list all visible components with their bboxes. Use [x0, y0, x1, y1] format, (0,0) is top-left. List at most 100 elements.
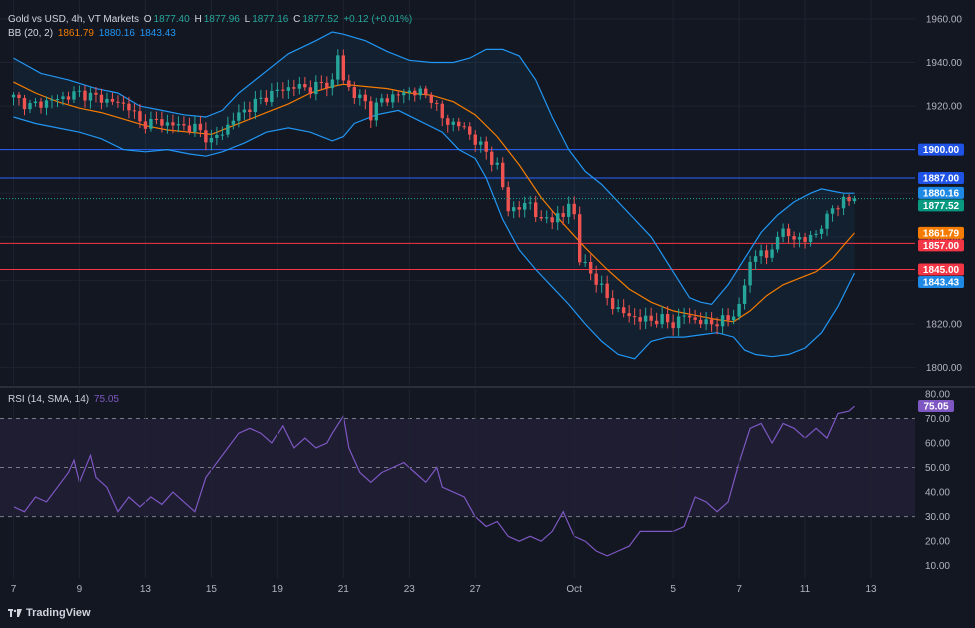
candle[interactable]: [588, 254, 593, 281]
candle[interactable]: [55, 94, 60, 108]
candle[interactable]: [490, 146, 494, 172]
candle[interactable]: [781, 223, 785, 243]
candle[interactable]: [616, 299, 620, 313]
candle[interactable]: [110, 92, 115, 105]
candle[interactable]: [391, 90, 395, 109]
candle[interactable]: [643, 307, 648, 329]
candle[interactable]: [561, 205, 565, 225]
candle[interactable]: [808, 230, 813, 247]
candle[interactable]: [330, 73, 335, 96]
candle[interactable]: [610, 290, 615, 315]
candle[interactable]: [352, 81, 357, 105]
candlesticks[interactable]: [11, 49, 857, 337]
candle[interactable]: [83, 85, 87, 108]
candle[interactable]: [775, 231, 780, 253]
candle[interactable]: [726, 308, 730, 327]
candle[interactable]: [374, 97, 379, 127]
candle[interactable]: [731, 309, 736, 325]
horizontal-levels[interactable]: [0, 149, 915, 271]
candle[interactable]: [792, 231, 796, 248]
candle[interactable]: [825, 210, 829, 236]
candle[interactable]: [336, 49, 340, 86]
candle[interactable]: [539, 210, 543, 222]
candle[interactable]: [347, 74, 351, 91]
candle[interactable]: [105, 92, 109, 108]
candle[interactable]: [577, 206, 582, 266]
candle[interactable]: [402, 88, 406, 104]
candle[interactable]: [407, 87, 411, 101]
candle[interactable]: [704, 312, 708, 331]
rsi-legend[interactable]: RSI (14, SMA, 14) 75.05: [8, 394, 121, 405]
candle[interactable]: [660, 306, 664, 329]
candle[interactable]: [204, 122, 208, 151]
candle[interactable]: [396, 90, 400, 103]
candle[interactable]: [446, 114, 450, 133]
candle[interactable]: [198, 115, 203, 138]
symbol-legend[interactable]: Gold vs USD, 4h, VT Markets O 1877.40 H 18…: [8, 14, 414, 25]
candle[interactable]: [154, 111, 159, 125]
candle[interactable]: [841, 194, 846, 216]
candle[interactable]: [649, 307, 653, 327]
rsi-name[interactable]: RSI (14, SMA, 14): [8, 394, 90, 405]
candle[interactable]: [632, 308, 637, 325]
candle[interactable]: [270, 83, 274, 107]
candle[interactable]: [479, 136, 483, 153]
candle[interactable]: [22, 94, 27, 116]
candle[interactable]: [231, 112, 236, 130]
candle[interactable]: [226, 116, 230, 138]
bollinger-legend[interactable]: BB (20, 2) 1861.79 1880.16 1843.43: [8, 28, 178, 39]
candle[interactable]: [682, 307, 686, 324]
candle[interactable]: [363, 89, 368, 110]
candle[interactable]: [242, 101, 247, 121]
candle[interactable]: [303, 77, 307, 91]
candle[interactable]: [599, 275, 604, 293]
candle[interactable]: [66, 91, 71, 104]
candle[interactable]: [484, 136, 488, 160]
candle[interactable]: [638, 309, 642, 330]
candle[interactable]: [61, 91, 65, 106]
symbol-title[interactable]: Gold vs USD, 4h, VT Markets: [8, 14, 139, 25]
candle[interactable]: [259, 89, 263, 105]
candle[interactable]: [621, 299, 626, 318]
candle[interactable]: [72, 86, 76, 103]
candle[interactable]: [462, 122, 466, 130]
candle[interactable]: [709, 312, 714, 332]
candle[interactable]: [435, 99, 439, 111]
candle[interactable]: [506, 181, 510, 217]
candle[interactable]: [770, 243, 774, 263]
candle[interactable]: [572, 196, 576, 220]
candle[interactable]: [512, 201, 516, 219]
candle[interactable]: [759, 244, 763, 264]
candle[interactable]: [418, 85, 422, 100]
candle[interactable]: [187, 117, 192, 135]
candle[interactable]: [11, 92, 16, 106]
candle[interactable]: [440, 100, 444, 127]
candle[interactable]: [292, 79, 296, 97]
candle[interactable]: [132, 103, 137, 119]
candle[interactable]: [160, 111, 164, 133]
candle[interactable]: [583, 254, 587, 267]
candle[interactable]: [748, 255, 752, 293]
candle[interactable]: [237, 104, 241, 128]
candle[interactable]: [88, 87, 93, 109]
candle[interactable]: [39, 97, 43, 114]
rsi-panel[interactable]: 80.00 70.00 60.00 50.00 40.00 30.00 20.00 10.00…: [0, 389, 954, 572]
candle[interactable]: [797, 232, 802, 248]
candle[interactable]: [473, 130, 477, 152]
candle[interactable]: [297, 76, 302, 95]
candle[interactable]: [814, 230, 818, 238]
candle[interactable]: [836, 205, 840, 217]
candle[interactable]: [605, 275, 609, 306]
candle[interactable]: [176, 116, 181, 133]
candle[interactable]: [380, 93, 384, 107]
candle[interactable]: [17, 91, 21, 106]
candle[interactable]: [803, 232, 807, 249]
candle[interactable]: [555, 206, 560, 231]
candle[interactable]: [149, 111, 153, 132]
candle[interactable]: [720, 308, 725, 334]
candle[interactable]: [742, 279, 747, 310]
candle[interactable]: [275, 82, 280, 98]
candle[interactable]: [28, 99, 32, 114]
candle[interactable]: [786, 223, 791, 244]
time-axis[interactable]: 7 9 13 15 19 21 23 27 Oct 5 7 11 13: [11, 389, 877, 595]
